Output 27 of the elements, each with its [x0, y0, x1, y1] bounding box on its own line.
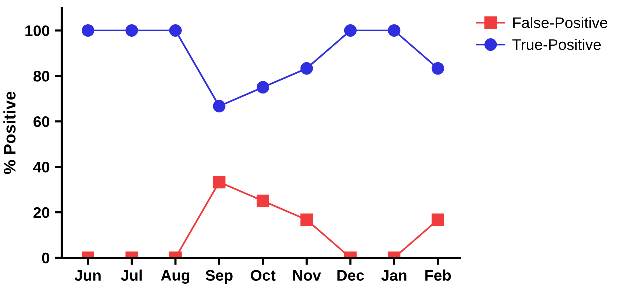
point	[126, 24, 138, 37]
y-tick-label: 60	[34, 116, 50, 128]
legend-label: True-Positive	[512, 39, 602, 50]
x-tick-label: Jul	[121, 270, 142, 282]
x-tick-label: Dec	[338, 270, 364, 282]
legend-label: False-Positive	[514, 17, 608, 28]
point	[300, 62, 314, 75]
x-tick-label: Jun	[74, 270, 101, 282]
y-tick-label: 40	[33, 162, 50, 173]
y-tick-label: 0	[42, 252, 50, 264]
x-tick-label: Aug	[161, 270, 190, 284]
x-tick-label: Sep	[206, 270, 233, 284]
point	[388, 24, 401, 37]
point	[432, 62, 444, 75]
point	[82, 24, 94, 37]
point	[344, 24, 357, 37]
point	[213, 100, 226, 113]
x-tick-label: Oct	[251, 270, 276, 282]
x-tick-label: Nov	[294, 270, 322, 282]
point	[169, 24, 182, 37]
y-tick-label: 20	[34, 207, 50, 218]
y-tick-label: 80	[34, 71, 50, 82]
point	[256, 81, 270, 94]
y-tick-label: 100	[26, 26, 50, 36]
x-tick-label: Feb	[426, 270, 452, 282]
x-tick-label: Jan	[381, 270, 407, 282]
y-axis-title: % Positive	[4, 92, 16, 174]
